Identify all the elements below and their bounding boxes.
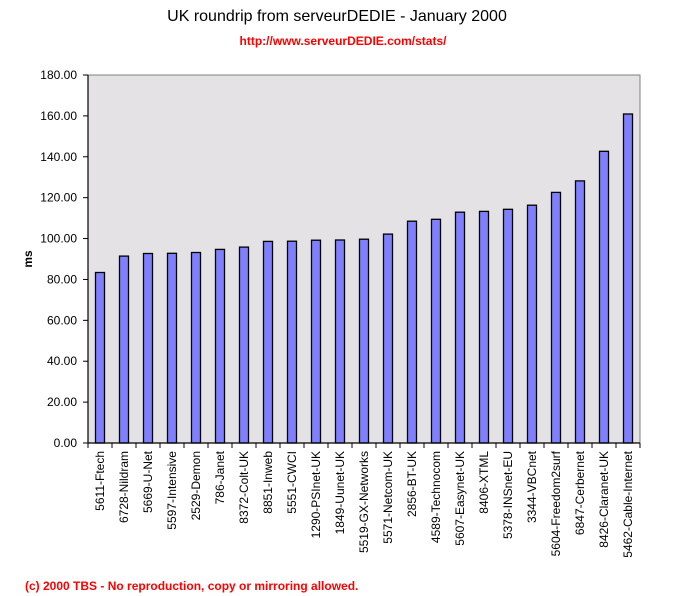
x-tick-label: 5669-U-Net [141,450,155,513]
bar-5378-INSnet-EU [502,208,514,444]
x-tick-label: 2856-BT-UK [405,451,419,517]
x-tick-label: 8406-XTML [477,451,491,514]
y-tick-label: 140.00 [40,150,77,164]
x-tick-label: 5604-Freedom2surf [549,450,563,556]
bar-6728-Nildram [118,255,130,444]
bar-1849-Uunet-UK [334,239,346,444]
x-tick-label: 6847-Cerbernet [573,450,587,535]
bar-2529-Demon [190,251,202,444]
x-tick-label: 5607-Easynet-UK [453,451,467,546]
bar-8372-Colt-UK [238,246,250,444]
y-tick-label: 20.00 [47,395,77,409]
x-tick-label: 1290-PSInet-UK [309,451,323,538]
axes-group [87,75,640,444]
x-tick-label: 6728-Nildram [117,451,131,523]
x-tick-label: 5597-Intensive [165,451,179,530]
y-tick-label: 100.00 [40,232,77,246]
bar-6847-Cerbernet [574,180,586,444]
y-tick-label: 40.00 [47,354,77,368]
x-tick-label: 5378-INSnet-EU [501,451,515,539]
bar-5597-Intensive [166,252,178,444]
y-axis-label: ms [21,250,35,268]
x-tick-label: 2529-Demon [189,451,203,520]
x-tick-label: 8426-Claranet-UK [597,451,611,548]
bar-5604-Freedom2surf [550,191,562,444]
bar-5607-Easynet-UK [454,211,466,444]
bar-786-Janet [214,248,226,444]
x-tick-label: 5551-CWCI [285,451,299,514]
bar-1290-PSInet-UK [310,239,322,444]
bar-5551-CWCI [286,240,298,444]
x-tick-label: 3344-VBCnet [525,450,539,523]
x-tick-label: 5519-GX-Networks [357,451,371,553]
chart-title: UK roundrip from serveurDEDIE - January … [167,8,507,25]
x-tick-label: 1849-Uunet-UK [333,451,347,534]
bar-3344-VBCnet [526,204,538,444]
y-tick-label: 160.00 [40,109,77,123]
y-tick-label: 120.00 [40,191,77,205]
x-tick-label: 4589-Technocom [429,451,443,543]
bar-8406-XTML [478,210,490,444]
bar-8426-Claranet-UK [598,150,610,444]
bar-2856-BT-UK [406,220,418,444]
x-tick-label: 5571-Netcom-UK [381,451,395,544]
chart-subtitle-url[interactable]: http://www.serveurDEDIE.com/stats/ [239,34,447,48]
bar-5611-Ftech [94,271,106,444]
x-tick-label: 786-Janet [213,450,227,504]
x-tick-label: 8372-Colt-UK [237,451,251,524]
x-ticks-group: 5611-Ftech 6728-Nildram 5669-U-Net 5597-Int… [87,443,641,558]
y-tick-label: 60.00 [47,313,77,327]
bar-4589-Technocom [430,218,442,444]
y-tick-label: 80.00 [47,272,77,286]
y-tick-label: 0.00 [54,436,78,450]
bar-5462-Cable-Internet [622,113,634,444]
bar-5519-GX-Networks [358,238,370,444]
y-tick-label: 180.00 [40,68,77,82]
x-tick-label: 8851-Inweb [261,451,275,514]
bar-5571-Netcom-UK [382,233,394,444]
x-tick-label: 5611-Ftech [93,451,107,511]
x-tick-label: 5462-Cable-Internet [621,450,635,557]
y-ticks-group: 0.00 20.00 40.00 60.00 80.00 100.00 120.00 140.… [40,68,88,450]
bar-5669-U-Net [142,252,154,444]
copyright-footer: (c) 2000 TBS - No reproduction, copy or … [25,579,359,593]
bar-8851-Inweb [262,240,274,444]
